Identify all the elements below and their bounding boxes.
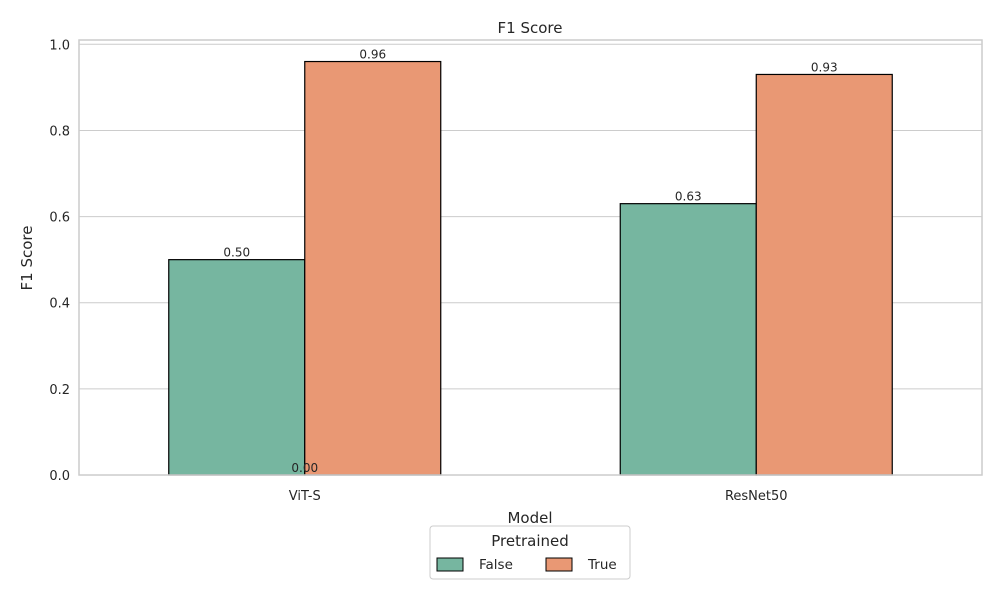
plot-frame xyxy=(78,39,983,476)
bar xyxy=(168,259,306,476)
bar xyxy=(755,73,893,476)
bar-layer: 0.50 0.63 0.96 0.93 0.00 xyxy=(168,48,893,476)
legend-label: False xyxy=(479,557,513,573)
legend-frame xyxy=(429,525,631,580)
legend-swatch xyxy=(545,557,573,572)
bar-value-label: 0.93 xyxy=(811,60,838,74)
bar-value-label: 0.00 xyxy=(291,461,318,475)
bar-value-label: 0.63 xyxy=(675,190,702,204)
legend: Pretrained False True xyxy=(429,525,631,580)
legend-swatch xyxy=(436,557,464,572)
y-tick-label: 0.8 xyxy=(49,124,70,139)
bar-value-label: 0.96 xyxy=(359,48,386,62)
bar xyxy=(619,203,757,476)
y-tick-label: 0.4 xyxy=(49,297,70,312)
y-tick-label: 0.2 xyxy=(49,383,70,398)
x-tick-label: ViT-S xyxy=(289,489,321,504)
legend-title: Pretrained xyxy=(491,532,569,550)
axis-layer: 0.0 0.2 0.4 0.6 0.8 1.0 ViT-S ResNet50 xyxy=(49,38,983,504)
legend-label: True xyxy=(587,557,617,573)
x-tick-label: ResNet50 xyxy=(725,489,788,504)
y-tick-label: 0.0 xyxy=(49,469,70,484)
bar xyxy=(304,60,442,476)
bar-value-label: 0.50 xyxy=(223,246,250,260)
legend-items: False True xyxy=(436,557,617,573)
chart-title: F1 Score xyxy=(498,19,563,37)
y-tick-label: 0.6 xyxy=(49,211,70,226)
y-tick-label: 1.0 xyxy=(49,38,70,53)
y-axis-title: F1 Score xyxy=(18,226,36,291)
x-axis-title: Model xyxy=(507,509,552,527)
